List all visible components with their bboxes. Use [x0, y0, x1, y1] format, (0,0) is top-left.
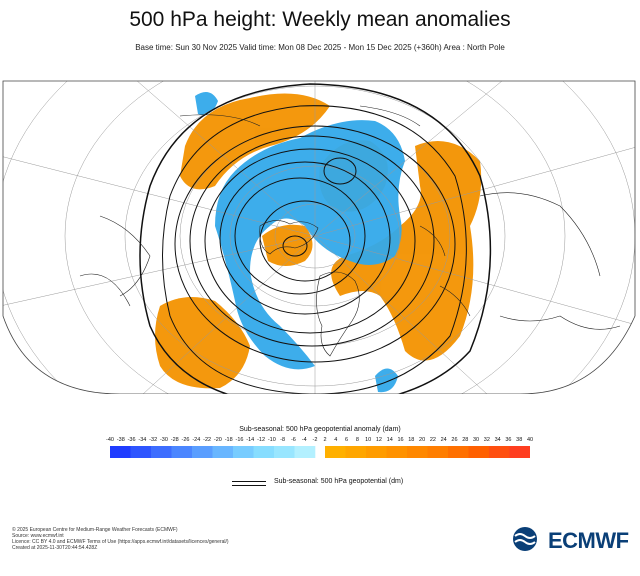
colorbar-segment-negative [171, 446, 193, 458]
colorbar-tick-label: -32 [149, 437, 158, 443]
colorbar-tick-label: 12 [375, 437, 382, 443]
colorbar-segment-positive [427, 446, 449, 458]
contour-key-line-thin [232, 485, 266, 486]
colorbar-tick-label: -28 [170, 437, 179, 443]
ecmwf-logo-text: ECMWF [548, 528, 629, 553]
colorbar-segment-positive [325, 446, 346, 458]
colorbar-tick-label: -6 [290, 437, 296, 443]
footer-copyright: © 2025 European Centre for Medium-Range … [12, 527, 178, 533]
colorbar-tick-label: -22 [203, 437, 212, 443]
colorbar-tick-label: 20 [419, 437, 426, 443]
contour-key-line [232, 481, 266, 482]
footer-licence: Licence: CC BY 4.0 and ECMWF Terms of Us… [12, 539, 229, 545]
colorbar-segment-negative [294, 446, 316, 458]
colorbar-segment-negative [110, 446, 131, 458]
colorbar-tick-label: 40 [526, 437, 534, 443]
colorbar-segment-positive [407, 446, 428, 458]
colorbar-tick-label: 18 [408, 437, 415, 443]
colorbar-segment-positive [448, 446, 469, 458]
colorbar-segment-negative [130, 446, 152, 458]
colorbar-segment-positive [345, 446, 367, 458]
colorbar [110, 446, 530, 458]
colorbar-segment-negative [212, 446, 234, 458]
colorbar-segment-positive [386, 446, 408, 458]
colorbar-tick-label: -2 [312, 437, 318, 443]
colorbar-tick-label: 14 [386, 437, 393, 443]
colorbar-segment-negative [253, 446, 275, 458]
colorbar-tick-label: -34 [138, 437, 147, 443]
colorbar-tick-label: -14 [246, 437, 255, 443]
colorbar-tick-label: -24 [192, 437, 201, 443]
colorbar-segment-negative [233, 446, 254, 458]
colorbar-tick-label: 24 [440, 437, 447, 443]
colorbar-segment-positive [509, 446, 530, 458]
footer-created: Created at 2025-11-30T20:44:54.428Z [12, 545, 98, 551]
colorbar-tick-label: -20 [213, 437, 222, 443]
colorbar-segment-negative [192, 446, 213, 458]
colorbar-tick-label: 34 [494, 437, 501, 443]
colorbar-segment-negative [151, 446, 172, 458]
colorbar-tick-label: -38 [116, 437, 125, 443]
colorbar-segment-positive [366, 446, 387, 458]
colorbar-segment-negative [274, 446, 295, 458]
legend-title: Sub-seasonal: 500 hPa geopotential anoma… [239, 426, 401, 433]
colorbar-ticks: -40 -38 -36 -34 -32 -30 -28 -26 -24 -22 -20 -18 -16-… [0, 437, 640, 445]
colorbar-tick-label: -4 [301, 437, 307, 443]
colorbar-tick-label: -30 [159, 437, 168, 443]
colorbar-tick-label: -18 [224, 437, 233, 443]
colorbar-tick-label: -10 [267, 437, 276, 443]
colorbar-tick-label: -16 [235, 437, 244, 443]
colorbar-tick-label: -40 [106, 437, 114, 443]
polar-anomaly-map [0, 76, 640, 394]
colorbar-tick-label: -36 [127, 437, 136, 443]
colorbar-tick-label: 22 [429, 437, 436, 443]
colorbar-tick-label: 28 [462, 437, 469, 443]
negative-anomaly-areas [195, 92, 405, 393]
colorbar-tick-label: 8 [355, 437, 359, 443]
map-subtitle: Base time: Sun 30 Nov 2025 Valid time: M… [135, 43, 505, 52]
colorbar-tick-label: 6 [345, 437, 349, 443]
colorbar-tick-label: 16 [397, 437, 404, 443]
ecmwf-logo: ECMWF [506, 526, 630, 553]
map-title: 500 hPa height: Weekly mean anomalies [129, 8, 511, 31]
footer-credits: © 2025 European Centre for Medium-Range … [12, 527, 229, 551]
ecmwf-logo-icon [513, 527, 537, 551]
colorbar-tick-label: 10 [365, 437, 372, 443]
colorbar-tick-label: 38 [516, 437, 523, 443]
colorbar-tick-label: 2 [323, 437, 327, 443]
colorbar-tick-label: 30 [472, 437, 480, 443]
colorbar-tick-label: 32 [483, 437, 490, 443]
colorbar-tick-label: 36 [505, 437, 512, 443]
colorbar-tick-label: 26 [451, 437, 458, 443]
height-contours [139, 83, 492, 394]
colorbar-tick-label: 4 [334, 437, 338, 443]
colorbar-tick-label: -26 [181, 437, 190, 443]
colorbar-segment-positive [468, 446, 490, 458]
coastlines [79, 105, 621, 357]
contour-key-label: Sub-seasonal: 500 hPa geopotential (dm) [274, 478, 404, 485]
footer-source: Source: www.ecmwf.int [12, 533, 64, 539]
colorbar-segment-positive [489, 446, 510, 458]
colorbar-tick-label: -8 [280, 437, 286, 443]
colorbar-tick-label: -12 [257, 437, 266, 443]
